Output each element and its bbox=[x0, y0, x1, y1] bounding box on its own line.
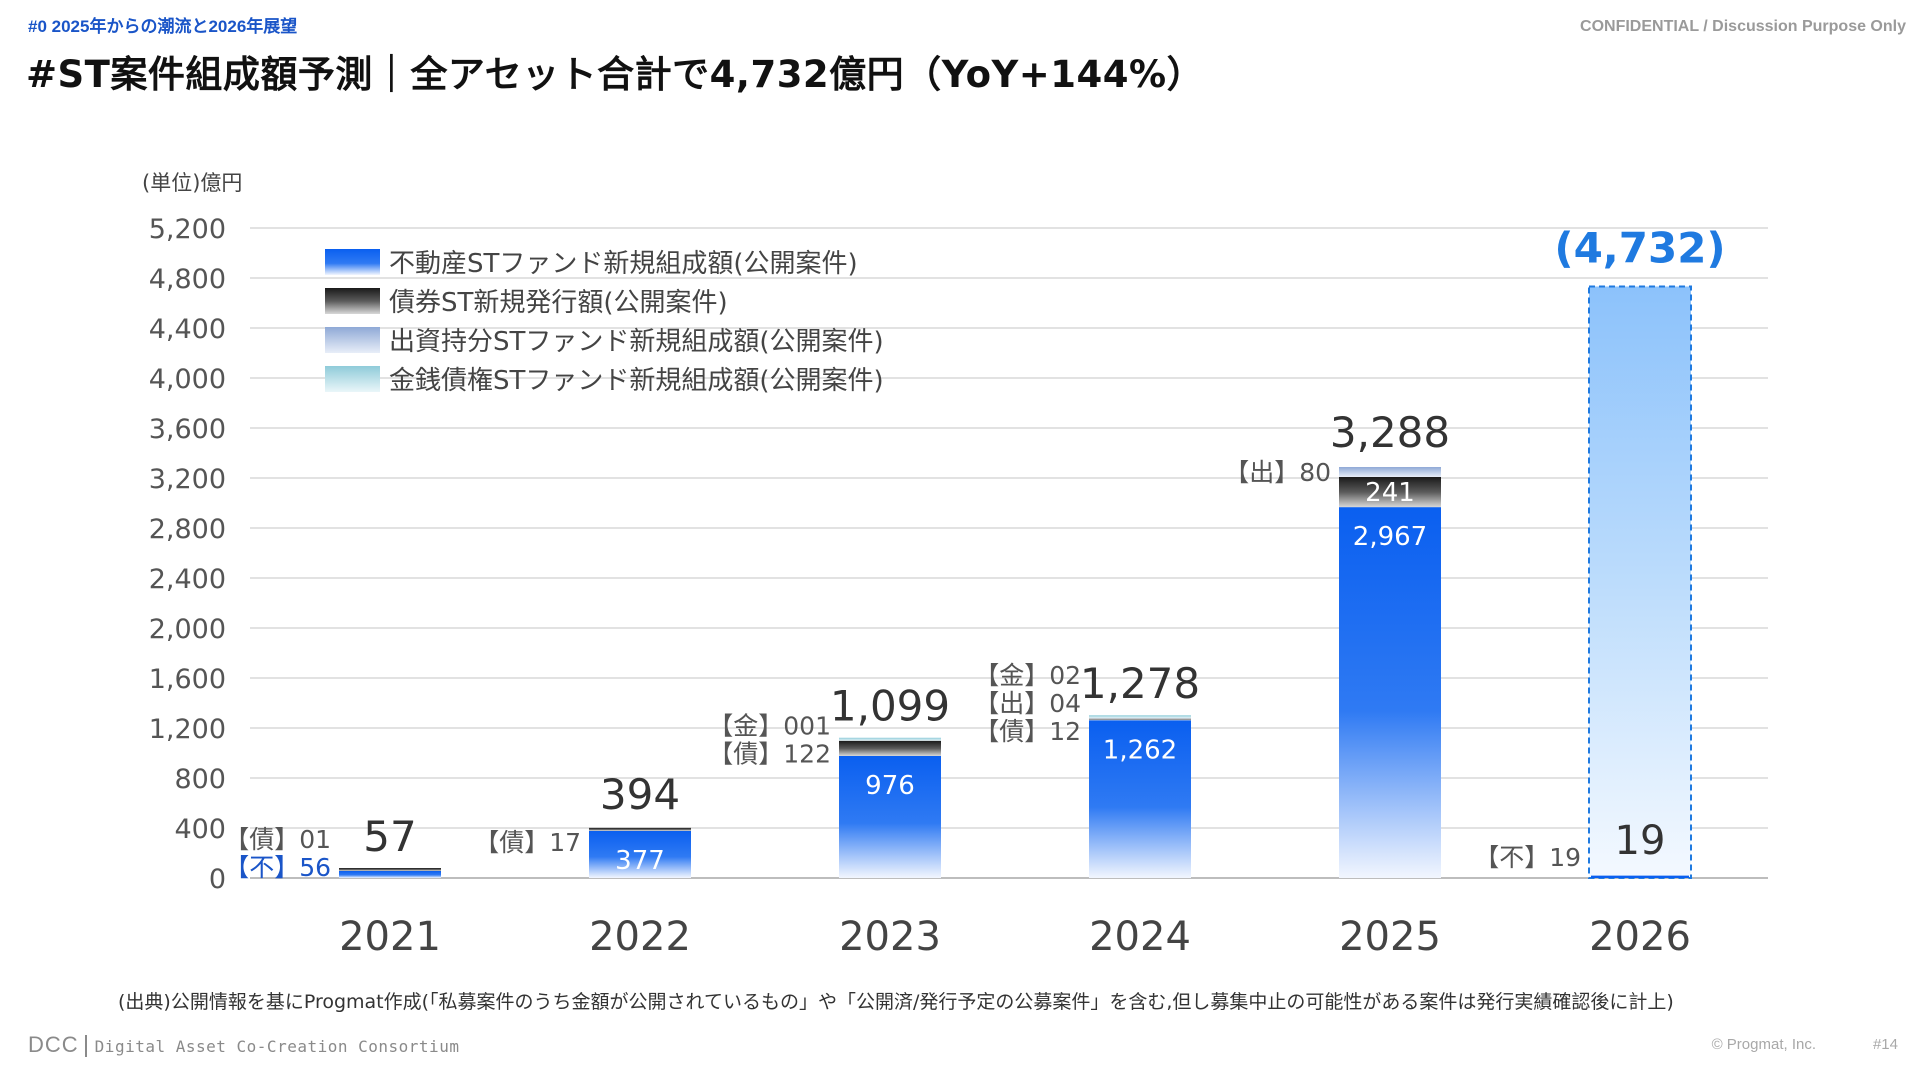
bar-total-label: 1,099 bbox=[830, 682, 950, 731]
bar-segment-real-estate-2021 bbox=[339, 871, 441, 878]
bar-segment-real-estate-2022 bbox=[589, 830, 691, 878]
bar-segment-money-2023 bbox=[839, 737, 941, 741]
bar-total-label: 3,288 bbox=[1330, 408, 1450, 457]
copyright: © Progmat, Inc. bbox=[1711, 1036, 1816, 1053]
legend-swatch-equity bbox=[325, 327, 380, 353]
bar-side-label: 【出】04 bbox=[974, 689, 1081, 718]
footer-logo: DCC Digital Asset Co-Creation Consortium bbox=[28, 1032, 459, 1058]
bar-segment-bond-2022 bbox=[589, 827, 691, 831]
page-number: #14 bbox=[1872, 1036, 1898, 1053]
y-tick-label: 400 bbox=[174, 814, 226, 845]
stacked-bar-chart: (単位)億円 0 400 800 1,200 1,600 2,000 2,400 2,800 3,… bbox=[142, 171, 1768, 960]
x-tick-label: 2026 bbox=[1589, 914, 1691, 960]
y-tick-label: 800 bbox=[174, 764, 226, 795]
legend-label: 債券ST新規発行額(公開案件) bbox=[389, 288, 728, 318]
forecast-total-label: (4,732) bbox=[1554, 224, 1725, 273]
logo-tagline: Digital Asset Co-Creation Consortium bbox=[94, 1037, 460, 1056]
logo-separator bbox=[84, 1035, 87, 1058]
bar-segment-real-estate-2025 bbox=[1339, 507, 1441, 878]
y-tick-label: 1,600 bbox=[149, 664, 226, 695]
bar-segment-real-estate-2023 bbox=[839, 756, 941, 878]
y-tick-label: 5,200 bbox=[149, 214, 226, 245]
bar-total-label: 57 bbox=[363, 812, 416, 861]
bar-side-label: 【金】001 bbox=[708, 712, 831, 741]
bar-inner-label: 241 bbox=[1365, 478, 1415, 508]
legend-label: 金銭債権STファンド新規組成額(公開案件) bbox=[389, 366, 884, 396]
x-tick-label: 2023 bbox=[839, 914, 941, 960]
y-tick-label: 2,800 bbox=[149, 514, 226, 545]
bar-segment-bond-2023 bbox=[839, 740, 941, 756]
y-tick-label: 4,800 bbox=[149, 264, 226, 295]
bar-segment-equity-2025 bbox=[1339, 467, 1441, 477]
y-tick-label: 4,400 bbox=[149, 314, 226, 345]
x-tick-label: 2021 bbox=[339, 914, 441, 960]
unit-label: (単位)億円 bbox=[142, 171, 242, 195]
bar-segment-bond-2021 bbox=[339, 868, 441, 871]
logo-text: DCC bbox=[28, 1032, 79, 1057]
y-tick-label: 0 bbox=[209, 864, 226, 895]
forecast-bar-2026 bbox=[1588, 285, 1692, 879]
bar-side-label: 【金】02 bbox=[974, 661, 1081, 690]
x-tick-label: 2022 bbox=[589, 914, 691, 960]
bar-side-label: 【不】56 bbox=[224, 853, 331, 882]
bar-segment-real-estate-2024 bbox=[1089, 720, 1191, 878]
bar-segment-money-2024 bbox=[1089, 715, 1191, 719]
bar-total-label: 394 bbox=[600, 770, 680, 819]
legend-swatch-bond bbox=[325, 288, 380, 314]
legend-swatch-real-estate bbox=[325, 249, 380, 275]
y-tick-label: 3,600 bbox=[149, 414, 226, 445]
page-title: #ST案件組成額予測｜全アセット合計で4,732億円（YoY+144%） bbox=[26, 53, 1205, 96]
y-tick-label: 2,400 bbox=[149, 564, 226, 595]
bar-inner-label: 2,967 bbox=[1353, 522, 1427, 552]
bar-side-label: 【債】17 bbox=[474, 828, 581, 857]
x-tick-label: 2024 bbox=[1089, 914, 1191, 960]
bar-inner-label: 1,262 bbox=[1103, 735, 1177, 765]
bar-total-label: 1,278 bbox=[1080, 659, 1200, 708]
confidential-notice: CONFIDENTIAL / Discussion Purpose Only bbox=[1580, 18, 1906, 35]
legend-swatch-money bbox=[325, 366, 380, 392]
y-tick-label: 3,200 bbox=[149, 464, 226, 495]
bar-segment-real-estate-2026 bbox=[1591, 875, 1689, 878]
bar-side-label: 【債】12 bbox=[974, 717, 1081, 746]
y-tick-label: 2,000 bbox=[149, 614, 226, 645]
bar-side-label: 【債】01 bbox=[224, 825, 331, 854]
y-tick-label: 1,200 bbox=[149, 714, 226, 745]
bar-inner-label: 377 bbox=[615, 846, 665, 876]
bar-side-label: 【出】80 bbox=[1224, 458, 1331, 487]
y-tick-label: 4,000 bbox=[149, 364, 226, 395]
x-tick-label: 2025 bbox=[1339, 914, 1441, 960]
bar-inner-label: 976 bbox=[865, 771, 915, 801]
source-note: (出典)公開情報を基にProgmat作成(「私募案件のうち金額が公開されているも… bbox=[118, 991, 1674, 1013]
legend-label: 不動産STファンド新規組成額(公開案件) bbox=[389, 249, 858, 279]
legend-label: 出資持分STファンド新規組成額(公開案件) bbox=[389, 327, 884, 357]
section-label: #0 2025年からの潮流と2026年展望 bbox=[28, 17, 298, 36]
bar-segment-bond-2025 bbox=[1339, 477, 1441, 508]
bar-side-label: 【債】122 bbox=[708, 740, 831, 769]
bar-side-label: 【不】19 bbox=[1474, 843, 1581, 872]
bar-total-label: 19 bbox=[1615, 818, 1666, 864]
